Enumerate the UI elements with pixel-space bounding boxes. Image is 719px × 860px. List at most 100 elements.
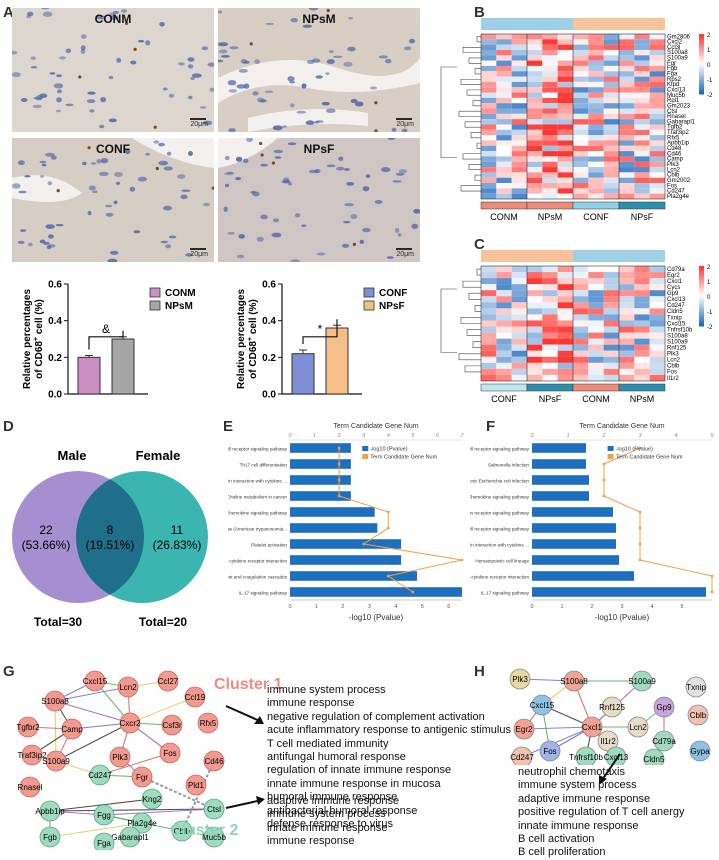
heat-cell xyxy=(496,129,512,136)
nucleus xyxy=(145,152,151,156)
heat-cell xyxy=(557,65,573,72)
node-label: Camp xyxy=(61,725,83,734)
node-s100a8 xyxy=(44,690,66,712)
nucleus xyxy=(160,240,168,244)
legend-swatch xyxy=(363,300,375,311)
nucleus xyxy=(223,206,228,212)
nucleus xyxy=(347,46,356,52)
node-label: Kng2 xyxy=(143,795,162,804)
heat-cell xyxy=(481,34,497,40)
heat-cell xyxy=(588,188,604,194)
scale-label: -1 xyxy=(707,310,713,316)
nucleus xyxy=(350,213,358,220)
heat-cell xyxy=(542,272,558,279)
node-camp xyxy=(61,718,83,740)
heat-cell xyxy=(511,374,527,381)
heat-cell xyxy=(588,44,604,50)
cd68-stain xyxy=(56,189,60,193)
gene-label: Ccl3l xyxy=(667,45,680,51)
node-muc5b xyxy=(203,826,225,848)
heat-cell xyxy=(481,284,497,291)
sample-label: NPsM xyxy=(538,212,563,222)
heat-cell xyxy=(496,44,512,50)
heat-cell xyxy=(573,308,589,315)
heat-cell xyxy=(496,278,512,285)
nucleus xyxy=(348,17,353,20)
color-scale-step xyxy=(699,312,704,315)
cd68-stain xyxy=(271,161,275,165)
heat-cell xyxy=(634,284,650,291)
color-scale-step xyxy=(699,270,704,273)
node-label: Tgfbr2 xyxy=(16,723,40,732)
heat-cell xyxy=(619,76,635,82)
heat-cell xyxy=(619,356,635,363)
sample-bar xyxy=(480,201,528,210)
heat-cell xyxy=(481,49,497,56)
heat-cell xyxy=(634,320,650,327)
heat-cell xyxy=(527,103,543,109)
heat-cell xyxy=(481,76,497,82)
gene-label: Camp xyxy=(667,157,684,163)
cd68-stain xyxy=(155,166,159,171)
scale-label: 20μm xyxy=(396,121,414,128)
node-rnasel xyxy=(19,776,41,798)
heat-cell xyxy=(619,278,635,285)
heat-cell xyxy=(634,177,650,184)
heat-cell xyxy=(496,368,512,375)
nucleus xyxy=(116,57,122,63)
color-scale-step xyxy=(699,300,704,303)
heat-cell xyxy=(573,124,589,130)
node-label: Cd79a xyxy=(652,737,676,746)
heat-cell xyxy=(557,39,573,45)
nucleus xyxy=(96,159,102,164)
group-label: Female xyxy=(506,246,548,249)
heat-cell xyxy=(603,97,619,104)
heat-cell xyxy=(511,350,527,357)
heat-cell xyxy=(511,65,527,72)
nucleus xyxy=(99,124,105,129)
heat-cell xyxy=(542,161,558,168)
heat-cell xyxy=(527,193,543,199)
top-tick: 5 xyxy=(411,433,415,439)
color-scale-step xyxy=(699,296,704,299)
heat-cell xyxy=(619,161,635,168)
heat-cell xyxy=(481,97,497,104)
node-label: Cxcl15 xyxy=(83,677,108,686)
cd68-stain xyxy=(352,242,356,246)
heat-cell xyxy=(527,284,543,291)
pathway-label: Chemokine signaling pathway xyxy=(470,494,530,499)
nucleus xyxy=(185,253,193,257)
node-label: Cd46 xyxy=(204,757,224,766)
heat-cell xyxy=(542,81,558,88)
heat-cell xyxy=(649,320,665,327)
nucleus xyxy=(227,80,237,86)
nucleus xyxy=(296,110,307,114)
node-cblb xyxy=(687,704,709,726)
heat-cell xyxy=(588,314,604,321)
color-scale-step xyxy=(699,292,704,295)
heat-cell xyxy=(603,368,619,375)
nucleus xyxy=(397,233,402,237)
x-tick: 6 xyxy=(447,604,450,610)
scale-label: 1 xyxy=(707,280,711,286)
nucleus xyxy=(163,205,172,211)
x-axis-label: -log10 (Pvalue) xyxy=(349,613,404,622)
color-scale-step xyxy=(699,306,704,309)
gene-label: Cldn5 xyxy=(667,309,683,315)
gene-num-line xyxy=(603,447,713,592)
heat-cell xyxy=(542,97,558,104)
gene-num-point xyxy=(460,558,464,562)
color-scale-step xyxy=(699,64,704,67)
heat-cell xyxy=(496,113,512,120)
heat-cell xyxy=(603,71,619,77)
heat-cell xyxy=(511,332,527,339)
x-tick: 5 xyxy=(421,604,424,610)
node-label: Cd247 xyxy=(88,771,112,780)
gene-label: Ktpd xyxy=(667,82,679,88)
heat-cell xyxy=(603,344,619,351)
sample-bar xyxy=(618,201,666,210)
heat-cell xyxy=(649,177,665,184)
heat-cell xyxy=(649,156,665,162)
heat-cell xyxy=(649,172,665,178)
heat-cell xyxy=(511,71,527,77)
